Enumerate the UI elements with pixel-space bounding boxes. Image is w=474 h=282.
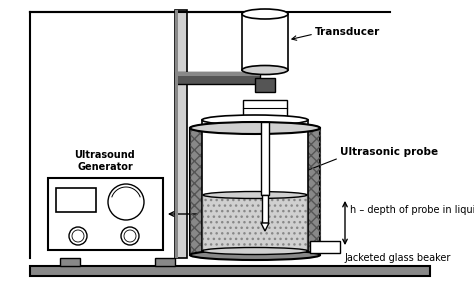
Circle shape (108, 184, 144, 220)
Text: Ultrasonic probe: Ultrasonic probe (340, 147, 438, 157)
Bar (190, 128, 320, 255)
Bar (242, 14, 288, 70)
Bar (155, 258, 175, 266)
Bar (203, 195, 307, 251)
Circle shape (69, 227, 87, 245)
Bar (48, 178, 163, 250)
Bar (243, 100, 287, 122)
Text: Jacketed glass beaker: Jacketed glass beaker (344, 253, 450, 263)
Ellipse shape (190, 122, 320, 134)
Bar (310, 241, 340, 253)
Ellipse shape (242, 9, 288, 19)
Ellipse shape (203, 191, 307, 199)
Text: Transducer: Transducer (315, 27, 380, 37)
Bar (56, 188, 96, 212)
Text: h – depth of probe in liquid: h – depth of probe in liquid (350, 205, 474, 215)
Text: Ultrasound
Generator: Ultrasound Generator (74, 150, 136, 172)
Bar (202, 120, 308, 251)
Bar (262, 195, 268, 223)
Polygon shape (261, 223, 269, 231)
Bar (175, 10, 178, 258)
Bar (175, 72, 260, 84)
Bar (30, 266, 430, 276)
Bar (190, 128, 320, 255)
Circle shape (121, 227, 139, 245)
Bar (175, 10, 187, 258)
Bar (261, 122, 269, 195)
Ellipse shape (202, 115, 308, 125)
Bar (255, 78, 275, 92)
Ellipse shape (202, 248, 308, 254)
Bar (60, 258, 80, 266)
Bar (203, 195, 307, 251)
Bar (175, 72, 260, 76)
Ellipse shape (190, 250, 320, 260)
Ellipse shape (242, 65, 288, 74)
